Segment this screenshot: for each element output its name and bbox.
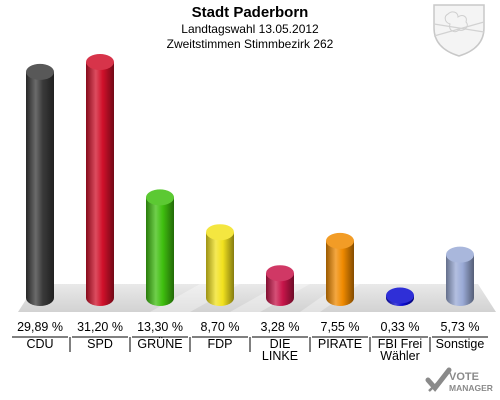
value-label: 31,20 % — [77, 320, 123, 334]
value-label: 5,73 % — [441, 320, 480, 334]
value-label: 8,70 % — [201, 320, 240, 334]
bar-spd — [86, 54, 114, 306]
category-label: Wähler — [380, 349, 420, 363]
category-label: CDU — [26, 337, 53, 351]
category-label: FDP — [208, 337, 233, 351]
chart-subtitle-2: Zweitstimmen Stimmbezirk 262 — [166, 37, 334, 51]
bar-fdp — [206, 224, 234, 306]
bar-fbi-frei-w-hler — [386, 287, 414, 306]
chart-subtitle: Landtagswahl 13.05.2012 — [181, 22, 319, 36]
bars-group — [26, 54, 474, 307]
category-label: GRÜNE — [137, 337, 182, 351]
coat-of-arms-icon — [433, 4, 485, 57]
category-label: FBI Frei — [378, 337, 422, 351]
value-label: 7,55 % — [321, 320, 360, 334]
chart-floor — [18, 284, 496, 312]
logo-line2: MANAGER — [449, 383, 493, 393]
chart-title: Stadt Paderborn — [191, 4, 309, 21]
category-label: LINKE — [262, 349, 298, 363]
category-label: SPD — [87, 337, 113, 351]
value-label: 29,89 % — [17, 320, 63, 334]
value-label: 13,30 % — [137, 320, 183, 334]
value-label: 0,33 % — [381, 320, 420, 334]
check-mark-icon — [425, 367, 452, 392]
bar-cdu — [26, 63, 54, 307]
bar-pirate — [326, 232, 354, 306]
category-label: DIE — [270, 337, 291, 351]
logo-line1: VOTE — [449, 371, 479, 383]
bar-gr-ne — [146, 189, 174, 306]
category-label: Sonstige — [436, 337, 485, 351]
bar-die-linke — [266, 265, 294, 306]
labels-group: 29,89 % CDU 31,20 % SPD 13,30 % GRÜNE 8,70 % FD… — [12, 320, 488, 363]
bar-sonstige — [446, 246, 474, 306]
category-label: PIRATE — [318, 337, 362, 351]
value-label: 3,28 % — [261, 320, 300, 334]
vote-manager-logo: VOTE MANAGER — [425, 367, 493, 393]
